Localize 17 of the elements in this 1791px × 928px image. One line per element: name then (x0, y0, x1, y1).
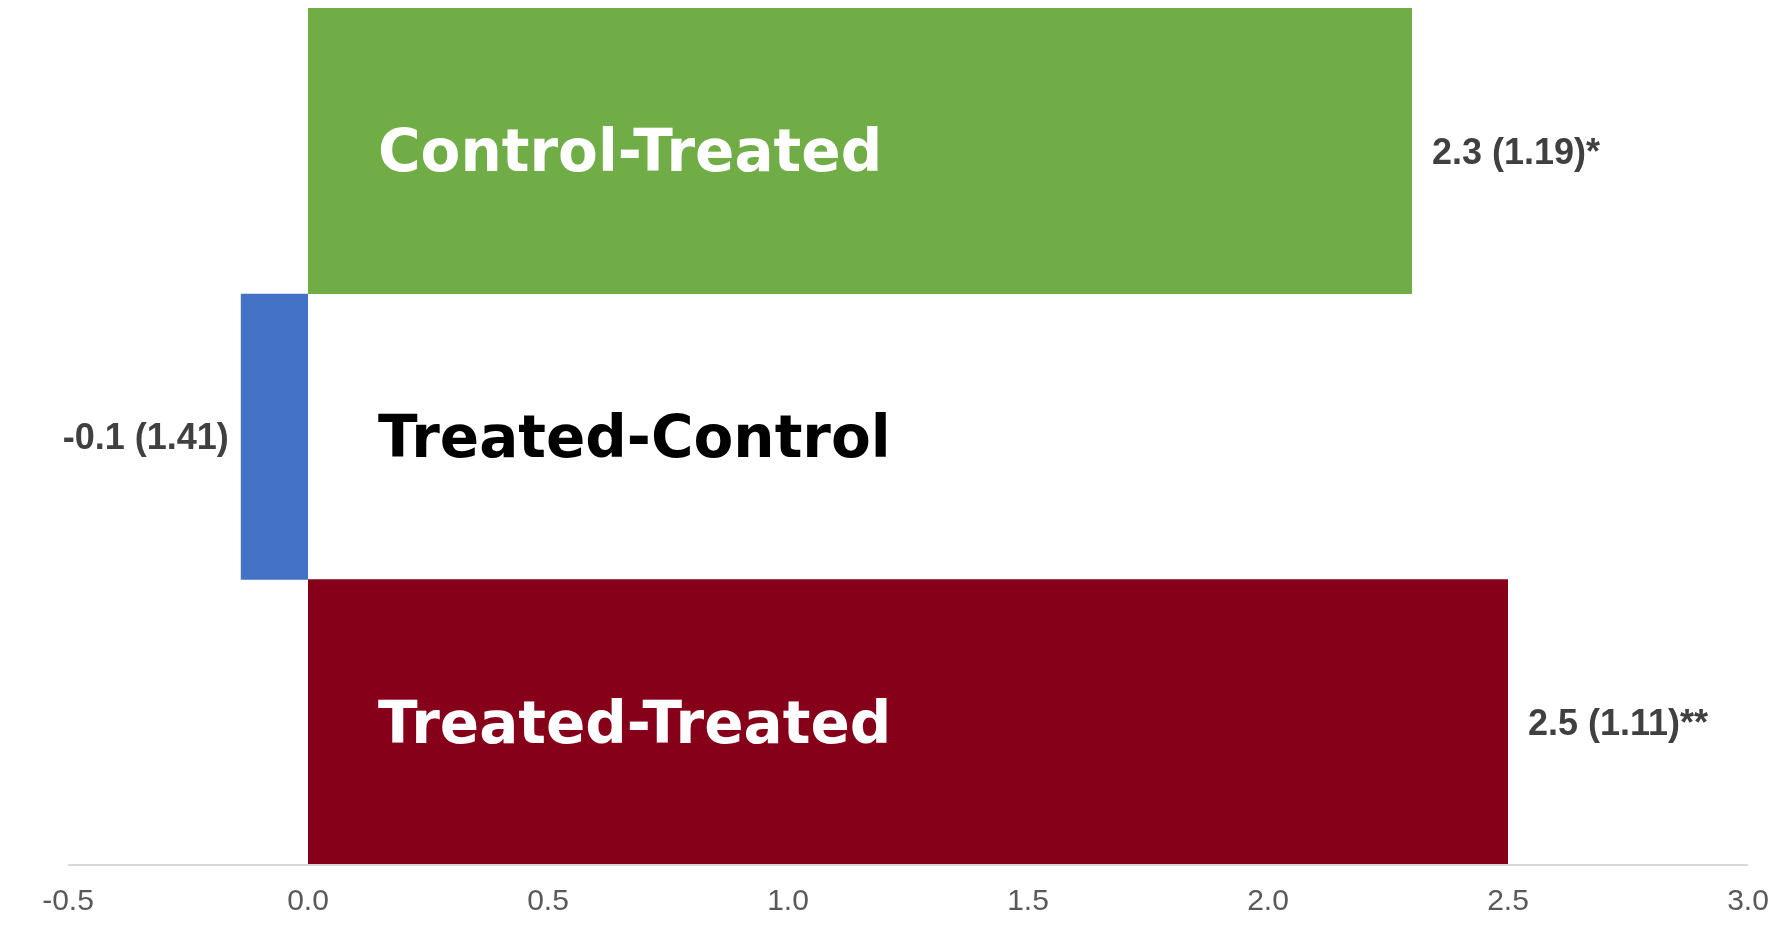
bar (308, 8, 1412, 294)
x-tick-label: -0.5 (42, 883, 94, 917)
x-tick-label: 1.0 (767, 883, 809, 917)
y-tick-label: Treated-Control (378, 402, 891, 471)
x-tick-label: 0.0 (287, 883, 329, 917)
data-label: 2.5 (1.11)** (1528, 701, 1709, 743)
y-tick-label: Control-Treated (378, 117, 883, 186)
x-tick-label: 2.5 (1487, 883, 1529, 917)
y-tick-label: Treated-Treated (378, 688, 892, 757)
x-tick-label: 2.0 (1247, 883, 1289, 917)
x-tick-label: 1.5 (1007, 883, 1049, 917)
bar (240, 293, 308, 580)
data-label: -0.1 (1.41) (62, 416, 229, 458)
x-tick-label: 3.0 (1727, 883, 1769, 917)
x-tick-label: 0.5 (527, 883, 569, 917)
bar (308, 579, 1508, 866)
data-label: 2.3 (1.19)* (1432, 130, 1601, 172)
